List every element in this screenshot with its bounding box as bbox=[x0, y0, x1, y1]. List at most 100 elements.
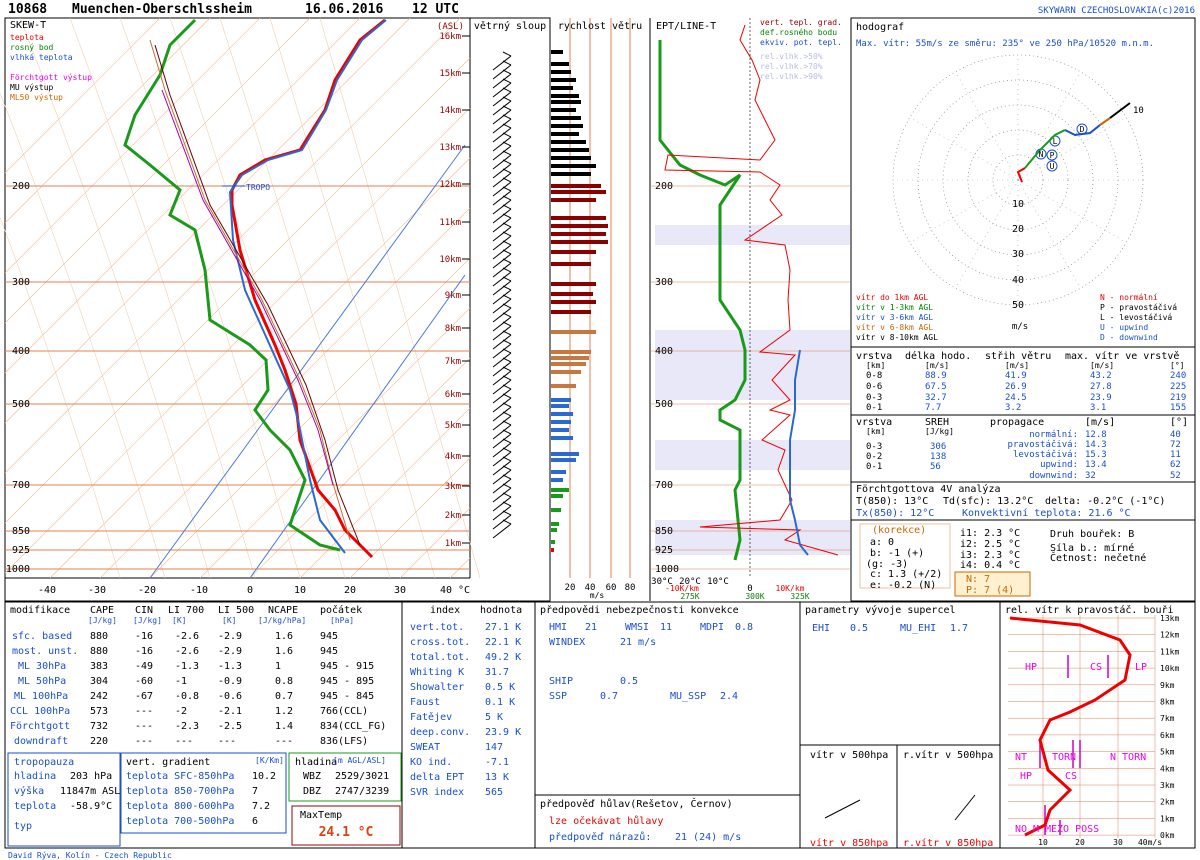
legend-entry: rosný bod bbox=[10, 43, 54, 52]
label: P: 7 (4) bbox=[966, 585, 1014, 596]
wind-barb bbox=[492, 235, 512, 251]
hodograph-6-8km bbox=[1099, 117, 1111, 126]
label: 40m/s bbox=[1138, 838, 1162, 847]
isotherm bbox=[349, 457, 471, 579]
wind-barb bbox=[492, 100, 512, 116]
label: 945 - 895 bbox=[320, 676, 374, 687]
wind-barb bbox=[502, 132, 512, 138]
speed-bar bbox=[551, 172, 591, 176]
label: 12 UTC bbox=[412, 2, 459, 17]
label: 10K/km bbox=[776, 584, 805, 593]
label: 10km bbox=[1160, 664, 1179, 673]
label: 10 bbox=[1012, 199, 1024, 210]
hodograph-spoke bbox=[955, 71, 1019, 181]
isotherm bbox=[4, 17, 361, 374]
label: 573 bbox=[90, 706, 108, 717]
legend-entry: MU výstup bbox=[10, 83, 54, 92]
speed-bar bbox=[551, 528, 557, 532]
label: rel.vlhk.>50% bbox=[760, 52, 823, 61]
isotherm bbox=[4, 17, 461, 474]
wind-barb bbox=[502, 375, 512, 381]
wind-barb bbox=[492, 415, 512, 431]
wind-barb bbox=[492, 118, 512, 134]
pressure-label: 700 bbox=[12, 480, 30, 491]
wind-barb bbox=[502, 114, 512, 120]
label: [km] bbox=[866, 427, 885, 436]
temperature-label: 20 bbox=[344, 585, 356, 596]
label: výška bbox=[14, 785, 44, 797]
wind-barb bbox=[502, 330, 512, 336]
pressure-label: 850 bbox=[12, 526, 30, 537]
label: vítr v 850hpa bbox=[810, 837, 888, 849]
label: 880 bbox=[90, 646, 108, 657]
label: SKEW-T bbox=[10, 20, 46, 31]
label: 8km bbox=[1160, 698, 1175, 707]
hodograph-spoke bbox=[909, 117, 1019, 181]
dry-adiabat bbox=[19, 17, 211, 579]
dry-adiabat bbox=[69, 17, 256, 579]
label: total.tot. bbox=[410, 652, 470, 663]
pressure-label: 700 bbox=[655, 480, 673, 491]
label: [m AGL/ASL] bbox=[333, 756, 386, 765]
wind-barb bbox=[492, 424, 512, 440]
label: 383 bbox=[90, 661, 108, 672]
label: 11 bbox=[1170, 450, 1181, 460]
label: 32 bbox=[1085, 471, 1096, 481]
label: LP bbox=[1135, 662, 1147, 673]
label: 10 bbox=[1038, 838, 1048, 847]
speed-bar bbox=[551, 108, 576, 112]
wind-barb bbox=[492, 262, 512, 278]
label: -0.8 bbox=[175, 691, 199, 702]
label: 50 bbox=[1012, 300, 1024, 311]
temperature-label: -10 bbox=[190, 585, 208, 596]
barb bbox=[824, 799, 861, 819]
label: -49 bbox=[135, 661, 153, 672]
speed-bar bbox=[551, 100, 581, 104]
label: --- bbox=[218, 736, 236, 747]
dry-adiabat bbox=[269, 17, 436, 579]
label: CS bbox=[1065, 771, 1077, 782]
wind-barb bbox=[502, 447, 512, 453]
label: downdraft bbox=[14, 736, 68, 747]
label: vítr v 6-8km AGL bbox=[856, 323, 933, 332]
label: SVR index bbox=[410, 787, 464, 798]
dry-adiabat bbox=[319, 17, 481, 579]
wind-barb bbox=[492, 352, 512, 368]
label: 80 bbox=[625, 583, 636, 593]
label: SSP bbox=[549, 691, 567, 702]
label: -2.6 bbox=[175, 646, 199, 657]
label: c: 1.3 (+/2) bbox=[870, 569, 942, 580]
speed-bar bbox=[551, 164, 596, 168]
isotherm bbox=[149, 257, 471, 579]
dry-adiabat bbox=[219, 17, 391, 579]
wind-barb bbox=[492, 190, 512, 206]
speed-bar bbox=[551, 184, 601, 188]
humidity-band bbox=[655, 440, 850, 470]
pressure-label: 300 bbox=[12, 277, 30, 288]
label: rel.vlhk.>70% bbox=[760, 62, 823, 71]
label: deep.conv. bbox=[410, 727, 470, 738]
label: [J/kg] bbox=[88, 616, 117, 625]
wind-barb bbox=[492, 73, 512, 89]
wind-barb bbox=[502, 177, 512, 183]
label: m/s bbox=[590, 591, 605, 600]
speed-bar bbox=[551, 412, 573, 416]
label: 27.1 K bbox=[485, 622, 521, 633]
label: 13km bbox=[1160, 614, 1179, 623]
storm-marker-label: U bbox=[1050, 162, 1055, 171]
label: 13.4 bbox=[1085, 460, 1107, 470]
label: 834(CCL_FG) bbox=[320, 721, 386, 732]
label: i4: 0.4 °C bbox=[960, 560, 1020, 571]
maxtemp-box bbox=[291, 805, 401, 846]
label: TORN bbox=[1052, 752, 1076, 763]
label: CS bbox=[1090, 662, 1102, 673]
label: 0.5 bbox=[620, 676, 638, 687]
label: index bbox=[430, 605, 460, 616]
label: hodnota bbox=[480, 605, 522, 616]
label: 0-3 bbox=[866, 442, 882, 452]
wind-barb bbox=[502, 222, 512, 228]
label: 40 bbox=[585, 583, 596, 593]
label: 10°C bbox=[707, 577, 729, 587]
label: hladina bbox=[14, 771, 56, 782]
label: 0.1 K bbox=[485, 697, 515, 708]
